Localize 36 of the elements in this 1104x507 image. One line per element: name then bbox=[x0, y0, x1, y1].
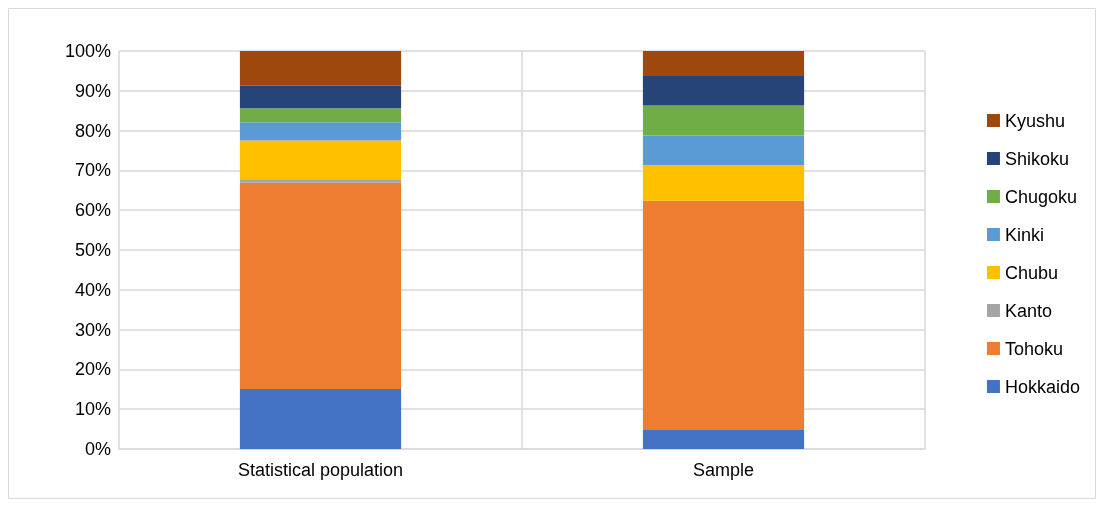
y-tick-label: 30% bbox=[74, 319, 111, 340]
legend-label: Hokkaido bbox=[1004, 376, 1081, 397]
bar bbox=[642, 135, 805, 166]
x-tick-label: Sample bbox=[692, 460, 755, 480]
legend-label: Kyushu bbox=[1004, 110, 1066, 131]
y-tick-label: 80% bbox=[74, 120, 111, 141]
legend-label: Tohoku bbox=[1004, 338, 1064, 359]
legend-label: Chugoku bbox=[1004, 186, 1078, 207]
y-tick-label: 70% bbox=[74, 160, 111, 181]
y-tick-label: 10% bbox=[74, 399, 111, 420]
bar bbox=[642, 429, 805, 449]
y-tick-label: 50% bbox=[74, 240, 111, 260]
legend-label: Kinki bbox=[1004, 224, 1044, 245]
legend-label: Chubu bbox=[1004, 262, 1059, 283]
bar bbox=[642, 105, 805, 136]
legend-label: Shikoku bbox=[1004, 148, 1070, 169]
y-tick-label: 40% bbox=[74, 279, 111, 300]
bar bbox=[642, 51, 805, 77]
bar bbox=[239, 388, 402, 449]
y-tick-label: 20% bbox=[74, 359, 111, 380]
bar bbox=[239, 51, 402, 86]
bar bbox=[642, 76, 805, 106]
bar bbox=[239, 179, 402, 183]
bar bbox=[642, 165, 805, 201]
bar bbox=[239, 182, 402, 389]
y-tick-label: 90% bbox=[74, 80, 111, 101]
bar bbox=[239, 108, 402, 123]
bar bbox=[239, 85, 402, 109]
y-tick-label: 0% bbox=[84, 439, 111, 459]
bar bbox=[239, 140, 402, 180]
x-tick-label: Statistical population bbox=[237, 460, 404, 480]
y-tick-label: 100% bbox=[64, 41, 111, 61]
legend-label: Kanto bbox=[1004, 300, 1053, 321]
bar bbox=[642, 200, 805, 430]
y-tick-label: 60% bbox=[74, 200, 111, 221]
bar bbox=[239, 122, 402, 141]
